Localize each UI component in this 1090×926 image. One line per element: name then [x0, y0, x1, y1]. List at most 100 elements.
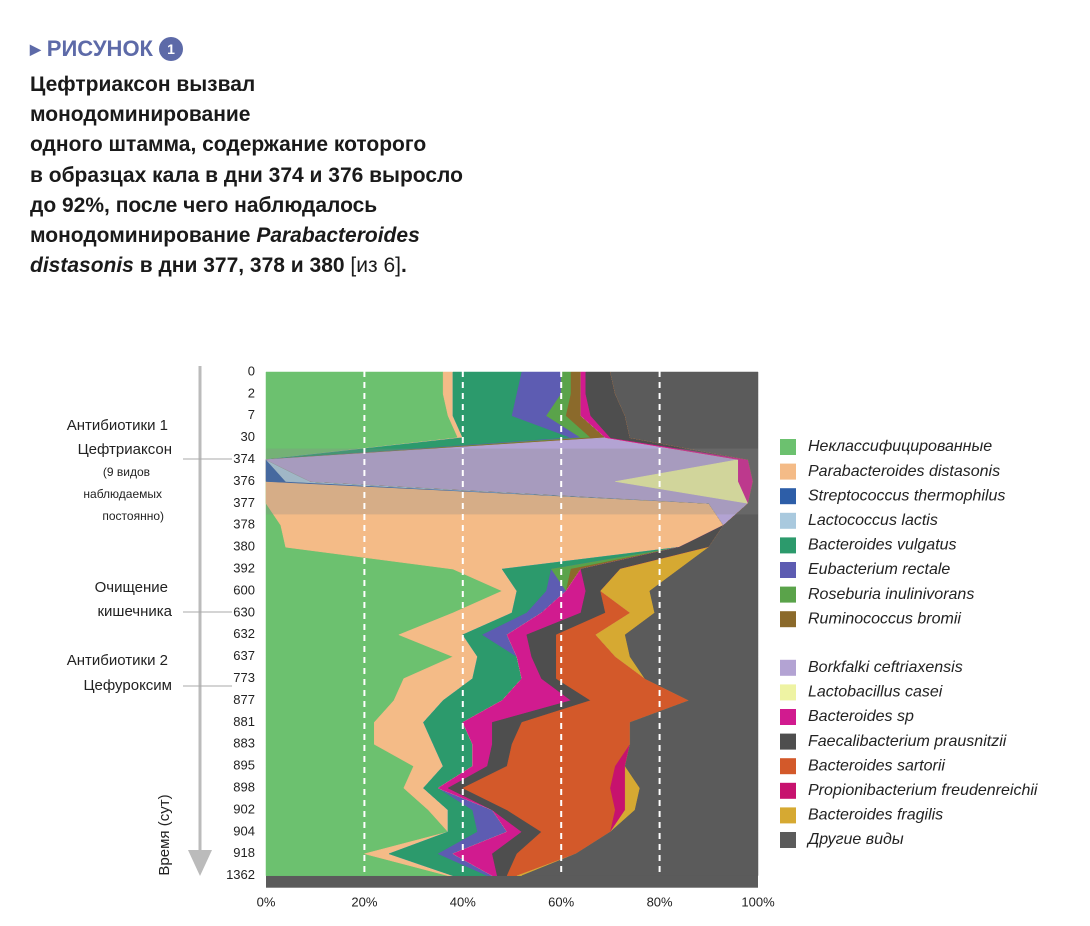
y-tick-label: 630 — [233, 604, 255, 619]
legend-swatch — [780, 807, 796, 824]
legend-swatch — [780, 537, 796, 554]
heading-line: монодоминирование — [30, 100, 463, 130]
legend-label: Ruminococcus bromii — [808, 610, 961, 627]
x-tick-label: 80% — [647, 894, 673, 909]
y-axis-label: Время (сут) — [156, 794, 173, 875]
legend-swatch — [780, 586, 796, 603]
y-tick-label: 378 — [233, 517, 255, 532]
legend-label: Streptococcus thermophilus — [808, 487, 1005, 504]
heading-line: в образцах кала в дни 374 и 376 выросло — [30, 161, 463, 191]
y-tick-label: 904 — [233, 823, 255, 838]
header: ▶ РИСУНОК 1 Цефтриаксон вызвал монодоминир… — [30, 36, 463, 281]
legend-label: Borkfalki ceftriaxensis — [808, 659, 963, 676]
legend-label: Lactococcus lactis — [808, 512, 938, 529]
figure-number: 1 — [158, 37, 183, 61]
legend-swatch — [780, 733, 796, 750]
text: одного штамма, содержание которого — [30, 133, 427, 157]
annotation: Очищение — [95, 579, 168, 596]
y-tick-label: 376 — [233, 473, 255, 488]
legend-swatch — [780, 782, 796, 799]
time-arrow — [188, 850, 212, 876]
heading-line: одного штамма, содержание которого — [30, 130, 463, 160]
x-tick-label: 100% — [741, 894, 775, 909]
annotation: (9 видов — [103, 465, 150, 479]
y-tick-label: 883 — [233, 736, 255, 751]
y-tick-label: 895 — [233, 758, 255, 773]
y-tick-label: 0 — [248, 363, 255, 378]
text: Цефтриаксон вызвал — [30, 73, 256, 96]
area — [521, 371, 759, 876]
legend-swatch — [780, 562, 796, 578]
legend-label: Bacteroides vulgatus — [808, 537, 957, 554]
legend-label: Bacteroides sartorii — [808, 757, 945, 774]
figure-label: ▶ РИСУНОК 1 — [30, 36, 463, 62]
annotation: наблюдаемых — [83, 487, 162, 501]
y-tick-label: 632 — [233, 626, 255, 641]
y-tick-label: 392 — [233, 561, 255, 576]
legend-label: Bacteroides fragilis — [808, 807, 943, 824]
heading: Цефтриаксон вызвал монодоминирование одн… — [30, 70, 463, 281]
legend-swatch — [780, 709, 796, 725]
text: [из 6] — [350, 254, 401, 278]
label-text: РИСУНОК — [46, 36, 153, 61]
text: distasonis — [30, 254, 134, 278]
legend-swatch — [780, 758, 796, 775]
annotation: постоянно) — [102, 509, 164, 523]
text: в образцах кала в дни 374 и 376 выросло — [30, 163, 463, 187]
y-tick-label: 773 — [233, 670, 255, 685]
annotation: Цефуроксим — [83, 677, 172, 694]
legend-label: Faecalibacterium prausnitzii — [808, 733, 1007, 750]
y-tick-label: 902 — [233, 801, 255, 816]
text: монодоминирование — [30, 103, 251, 127]
legend-swatch — [780, 512, 796, 529]
heading-line: Цефтриаксон вызвал — [30, 70, 463, 100]
legend-swatch — [780, 832, 796, 848]
y-tick-label: 898 — [233, 780, 255, 795]
y-tick-label: 877 — [233, 692, 255, 707]
x-tick-label: 60% — [548, 894, 574, 909]
legend-swatch — [780, 439, 796, 455]
text: . — [400, 254, 407, 278]
annotation: Цефтриаксон — [78, 441, 172, 458]
annotation: Антибиотики 1 — [67, 417, 168, 434]
text: монодоминирование — [30, 224, 257, 248]
x-tick-label: 20% — [351, 894, 377, 909]
legend-swatch — [780, 684, 796, 701]
y-tick-label: 377 — [233, 495, 255, 510]
y-tick-label: 637 — [233, 648, 255, 663]
heading-line: до 92%, после чего наблюдалось — [30, 191, 463, 221]
legend-label: Bacteroides sp — [808, 708, 914, 725]
legend-label: Eubacterium rectale — [808, 561, 950, 578]
y-tick-label: 1362 — [226, 867, 255, 882]
y-tick-label: 380 — [233, 539, 255, 554]
highlight-band — [266, 448, 758, 515]
legend-swatch — [780, 611, 796, 628]
y-tick-label: 30 — [241, 429, 255, 444]
heading-line: монодоминирование Parabacteroides — [30, 221, 463, 251]
y-tick-label: 2 — [248, 385, 255, 400]
y-tick-label: 7 — [248, 407, 255, 422]
text: Parabacteroides — [256, 224, 420, 248]
x-tick-label: 0% — [257, 894, 276, 909]
legend-label: Roseburia inulinivorans — [808, 586, 974, 603]
text: в дни 377, 378 и 380 — [133, 254, 351, 278]
annotation: кишечника — [97, 603, 172, 620]
legend-label: Lactobacillus casei — [808, 684, 943, 701]
annotation: Антибиотики 2 — [67, 652, 168, 669]
heading-line: distasonis в дни 377, 378 и 380 [из 6]. — [30, 251, 463, 281]
legend-label: Другие виды — [806, 831, 904, 848]
y-tick-label: 374 — [233, 451, 255, 466]
x-tick-label: 40% — [450, 894, 476, 909]
y-tick-label: 918 — [233, 845, 255, 860]
y-tick-label: 600 — [233, 582, 255, 597]
legend-swatch — [780, 488, 796, 505]
legend-label: Propionibacterium freudenreichii — [808, 782, 1038, 799]
legend-swatch — [780, 659, 796, 676]
plot-top — [266, 360, 758, 372]
y-tick-label: 881 — [233, 714, 255, 729]
legend-swatch — [780, 463, 796, 480]
text: до 92%, после чего наблюдалось — [30, 193, 378, 217]
legend-label: Parabacteroides distasonis — [808, 463, 1000, 480]
